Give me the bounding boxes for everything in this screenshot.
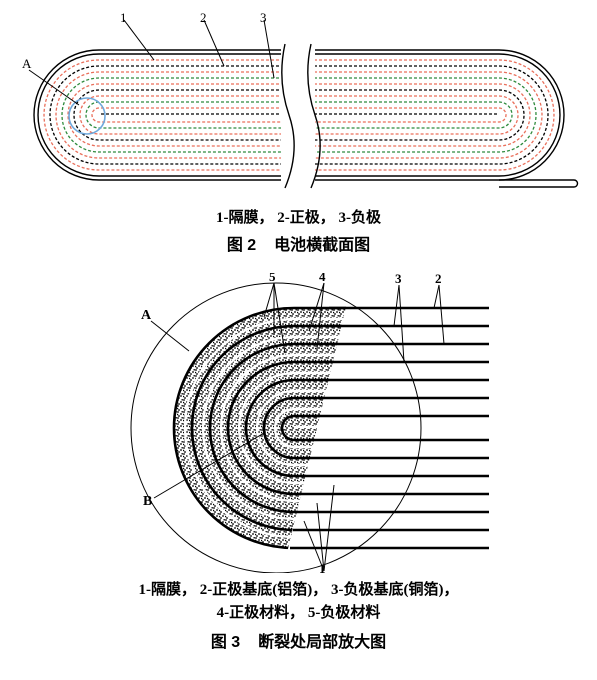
fig3-caption-num: 图 3: [211, 634, 240, 651]
fig2-legend: 1-隔膜， 2-正极， 3-负极: [10, 206, 587, 227]
fig2-caption-num: 图 2: [227, 237, 256, 254]
fig2-legend-1: 隔膜，: [228, 210, 273, 226]
fig3-svg: A B 5 4 3 2 1: [99, 273, 499, 573]
figure-2: A 1 2 3 1-隔膜， 2-正极， 3-负极 图 2 电池横截面图: [10, 10, 587, 255]
fig3-legend-1b: 1-: [138, 582, 151, 598]
fig2-caption-text: 电池横截面图: [274, 237, 370, 254]
fig3-legend: 1-隔膜， 2-正极基底(铝箔)， 3-负极基底(铜箔)， 4-正极材料， 5-…: [10, 579, 587, 624]
fig3-label-5: 5: [269, 273, 276, 284]
fig3-legend-4: 正极材料，: [229, 605, 304, 621]
fig2-svg: A 1 2 3: [19, 10, 579, 200]
fig3-label-3: 3: [395, 273, 402, 286]
fig3-legend-5b: 5-: [308, 605, 321, 621]
fig3-legend-1: 隔膜，: [151, 582, 196, 598]
fig2-label-3: 3: [260, 10, 267, 25]
fig2-label-2: 2: [200, 10, 207, 25]
fig2-legend-2: 正极，: [290, 210, 335, 226]
fig3-label-2: 2: [435, 273, 442, 286]
fig3-legend-3b: 3-: [331, 582, 344, 598]
fig3-label-A: A: [141, 308, 152, 323]
fig2-label-A: A: [22, 56, 32, 71]
fig3-label-4: 4: [319, 273, 326, 284]
fig3-caption: 图 3 断裂处局部放大图: [10, 628, 587, 652]
fig3-label-B: B: [143, 494, 152, 509]
fig3-caption-text: 断裂处局部放大图: [258, 634, 386, 651]
fig3-label-1: 1: [319, 561, 326, 573]
fig3-legend-5: 负极材料: [320, 605, 380, 621]
fig2-label-1: 1: [120, 10, 127, 25]
fig2-legend-3: 负极: [351, 210, 381, 226]
fig2-legend-1b: 1-: [216, 210, 229, 226]
fig3-legend-2b: 2-: [200, 582, 213, 598]
fig3-legend-2: 正极基底(铝箔)，: [212, 582, 327, 598]
fig2-legend-3b: 3-: [339, 210, 352, 226]
figure-3: A B 5 4 3 2 1 1: [10, 273, 587, 652]
fig2-legend-2b: 2-: [277, 210, 290, 226]
fig3-legend-4b: 4-: [217, 605, 230, 621]
fig2-caption: 图 2 电池横截面图: [10, 231, 587, 255]
fig3-legend-3: 负极基底(铜箔)，: [344, 582, 459, 598]
